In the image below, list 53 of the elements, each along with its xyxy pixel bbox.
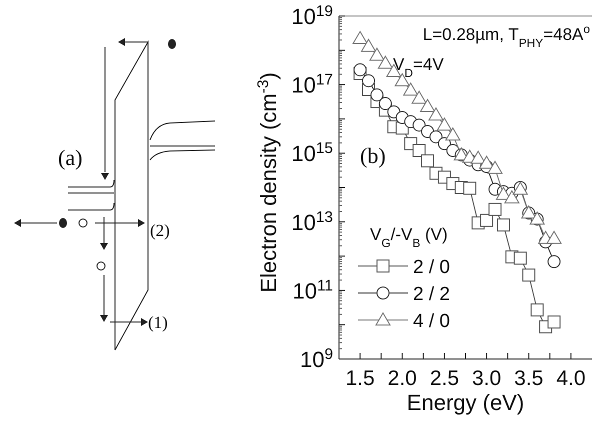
point <box>428 107 444 120</box>
y-tick-label: 10$^{15}$ <box>291 140 333 166</box>
point <box>488 202 502 216</box>
point <box>354 63 367 76</box>
y-tick-label: 10$^{13}$ <box>291 208 333 235</box>
point <box>548 315 561 328</box>
x-tick-label: 3.5 <box>514 367 544 390</box>
y-tick-label: 10$^{9}$ <box>300 346 333 372</box>
legend-label: 2 / 0 <box>413 257 450 278</box>
point <box>470 150 486 164</box>
point <box>436 118 452 131</box>
point <box>378 97 392 110</box>
point <box>480 214 494 227</box>
point <box>504 190 520 204</box>
point <box>370 88 384 102</box>
point <box>496 218 510 232</box>
point <box>369 48 384 61</box>
point <box>445 127 460 140</box>
point <box>412 90 427 104</box>
point <box>530 303 544 316</box>
point <box>488 160 503 174</box>
point <box>412 144 426 157</box>
x-tick-label: 3.0 <box>472 367 502 390</box>
point <box>403 82 418 96</box>
y-tick-label: 10$^{11}$ <box>292 276 333 304</box>
point <box>420 98 436 112</box>
legend-label: 4 / 0 <box>413 311 450 332</box>
legend-title: V$_{G}$/-V$_{B}$ (V) <box>370 225 448 250</box>
annotation: V$_{D}$=4V <box>393 55 444 80</box>
annotation: (b) <box>360 143 386 168</box>
point <box>548 255 561 268</box>
x-tick-label: 2.0 <box>388 367 417 390</box>
point <box>361 38 376 52</box>
y-tick-label: 10$^{17}$ <box>291 71 333 98</box>
point <box>378 56 393 69</box>
annotation: L=0.28µm, T$_{PHY}$=48A$^{o}$ <box>422 22 590 50</box>
point <box>421 154 434 168</box>
point <box>463 182 476 195</box>
point <box>362 74 376 88</box>
point <box>479 156 494 169</box>
point <box>546 230 562 244</box>
point <box>429 130 442 144</box>
point <box>352 31 368 44</box>
point <box>522 268 536 282</box>
band-diagram: (a) (2) (1) <box>14 38 216 350</box>
point <box>412 118 426 132</box>
x-tick-label: 2.5 <box>430 367 460 390</box>
legend-label: 2 / 2 <box>413 284 450 305</box>
x-tick-label: 1.5 <box>345 367 375 390</box>
point <box>514 252 527 265</box>
x-tick-label: 4.0 <box>556 367 586 390</box>
x-axis-title: Energy (eV) <box>406 390 524 415</box>
y-tick-label: 10$^{19}$ <box>291 2 333 29</box>
